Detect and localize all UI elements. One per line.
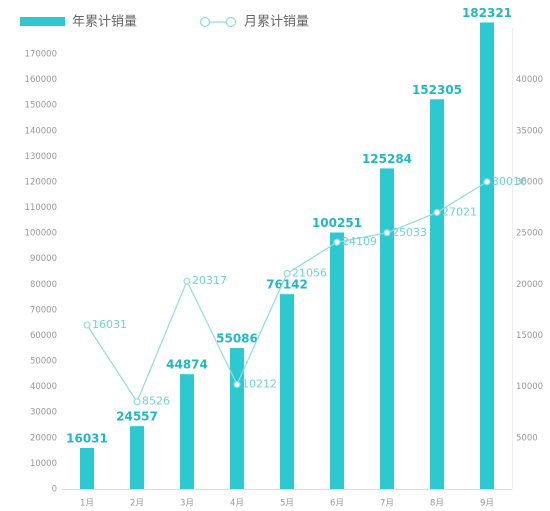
y2-tick-label: 10000	[516, 382, 543, 392]
y2-tick-label: 15000	[516, 331, 543, 341]
y-tick-label: 60000	[30, 331, 57, 341]
legend-swatch	[225, 16, 237, 28]
line-value-label: 30016	[492, 175, 527, 188]
y-tick-label: 20000	[30, 433, 57, 443]
y2-tick-label: 30000	[516, 177, 543, 187]
line-value-label: 20317	[192, 274, 227, 287]
line-value-label: 27021	[442, 205, 477, 218]
line-point	[83, 321, 91, 329]
line-point	[333, 238, 341, 246]
bar	[480, 22, 494, 490]
y-tick-label: 40000	[30, 382, 57, 392]
bar-value-label: 100251	[312, 216, 362, 230]
y2-tick-label: 5000	[516, 433, 538, 443]
y-tick-label: 30000	[30, 408, 57, 418]
line-point	[283, 269, 291, 278]
bar	[380, 168, 394, 489]
legend-swatch	[199, 16, 211, 28]
x-tick-label: 5月	[280, 499, 294, 509]
y-tick-label: 170000	[25, 49, 57, 59]
bar-value-label: 55086	[216, 332, 258, 346]
x-tick-label: 3月	[180, 499, 194, 509]
bar	[130, 426, 144, 489]
line-value-label: 25033	[392, 226, 427, 239]
line-point	[433, 208, 441, 217]
bar	[80, 447, 94, 489]
x-tick-label: 1月	[80, 499, 94, 509]
x-tick-label: 2月	[130, 499, 144, 509]
y-tick-label: 130000	[25, 152, 57, 162]
legend-swatch	[20, 17, 65, 26]
line-value-label: 21056	[292, 266, 327, 279]
bar-value-label: 76142	[266, 278, 308, 292]
bar-value-label: 182321	[462, 6, 512, 20]
line-point	[183, 277, 191, 285]
line-value-label: 10212	[242, 377, 277, 390]
line-value-label: 16031	[92, 318, 127, 331]
bar	[180, 374, 194, 489]
y2-tick-label: 20000	[516, 280, 543, 290]
y2-tick-label: 25000	[516, 229, 543, 239]
bar-value-label: 16031	[66, 431, 108, 445]
bar-value-label: 24557	[116, 410, 158, 424]
line-point	[483, 178, 491, 186]
y-tick-label: 150000	[25, 101, 57, 111]
line-point	[383, 229, 391, 237]
legend-label: 年累计销量	[72, 15, 137, 30]
y-tick-label: 90000	[30, 254, 57, 264]
line-point	[233, 380, 241, 389]
bar	[330, 232, 344, 490]
bar-value-label: 44874	[166, 358, 208, 372]
y-tick-label: 0	[52, 485, 57, 495]
y-tick-label: 120000	[25, 177, 57, 187]
bar	[280, 294, 294, 489]
y-tick-label: 110000	[25, 203, 57, 213]
line-value-label: 24109	[342, 235, 377, 248]
bar	[230, 348, 244, 489]
line-point	[133, 398, 141, 406]
x-tick-label: 4月	[230, 499, 244, 509]
y2-tick-label: 35000	[516, 126, 543, 136]
x-tick-label: 9月	[480, 499, 494, 509]
legend-label: 月累计销量	[244, 15, 309, 30]
bar-value-label: 125284	[362, 152, 412, 166]
y2-tick-label: 40000	[516, 75, 543, 85]
y-tick-label: 160000	[25, 75, 57, 85]
y-tick-label: 80000	[30, 280, 57, 290]
x-tick-label: 7月	[380, 499, 394, 509]
y-tick-label: 70000	[30, 305, 57, 315]
y-tick-label: 140000	[25, 126, 57, 136]
bar	[430, 99, 444, 489]
x-tick-label: 6月	[330, 499, 344, 509]
line-value-label: 8526	[142, 395, 170, 408]
bar-value-label: 152305	[412, 83, 462, 97]
x-tick-label: 8月	[430, 499, 444, 509]
y-tick-label: 100000	[25, 229, 57, 239]
y-tick-label: 50000	[30, 357, 57, 367]
y-tick-label: 10000	[30, 459, 57, 469]
